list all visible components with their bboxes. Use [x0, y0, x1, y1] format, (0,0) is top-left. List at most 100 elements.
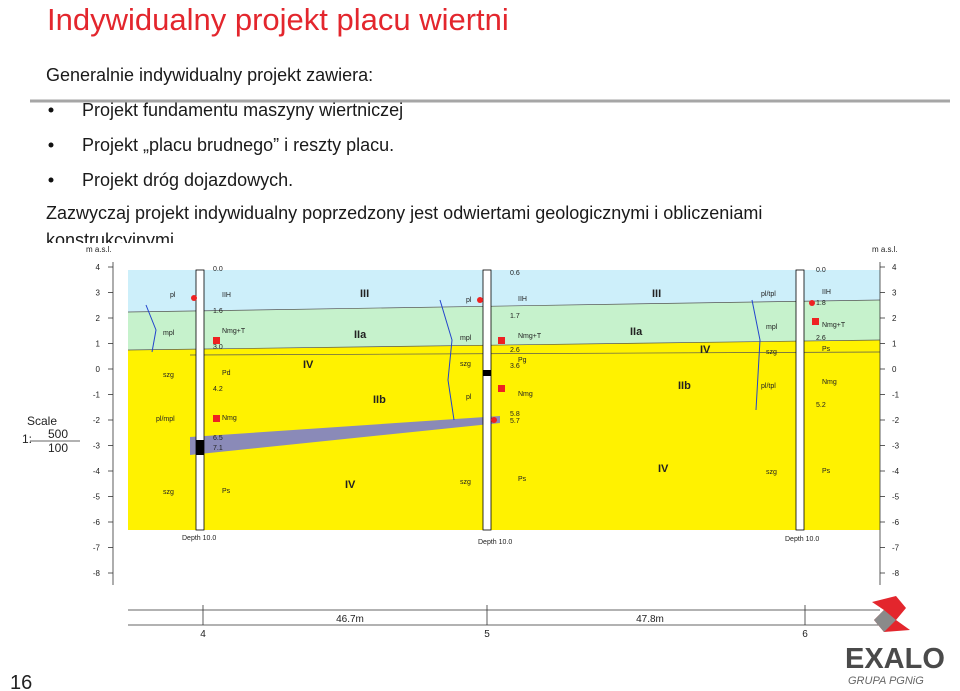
- bullet-dot: [48, 107, 54, 113]
- logo-group: GRUPA PGNiG: [848, 675, 924, 687]
- logo: EXALO GRUPA PGNiG: [845, 596, 945, 687]
- axis-label: m a.s.l.: [872, 245, 898, 254]
- tick-label: 1: [96, 340, 101, 349]
- borehole: [482, 269, 492, 531]
- layer-label: IV: [700, 344, 711, 356]
- tick-label: 2: [96, 314, 101, 323]
- tick-label: 0: [96, 365, 101, 374]
- soil-label: szg: [163, 489, 174, 496]
- borehole: [195, 269, 205, 531]
- bullet: Projekt fundamentu maszyny wiertniczej: [82, 100, 403, 120]
- tick-label: -7: [892, 544, 900, 553]
- soil-label: pl/mpl: [156, 416, 175, 423]
- soil-label: 4.2: [213, 386, 223, 393]
- soil-label: 0.0: [213, 266, 223, 273]
- soil-label: Pd: [222, 370, 231, 377]
- soil-label: mpl: [460, 335, 472, 342]
- probe-line: [145, 304, 157, 353]
- layer-label: III: [652, 288, 661, 300]
- tick-label: -1: [93, 391, 101, 400]
- soil-label: pl/tpl: [761, 383, 776, 390]
- soil-label: Pg: [518, 357, 527, 364]
- soil-label: IIH: [822, 289, 831, 296]
- tick-label: -6: [892, 518, 900, 527]
- sample: [809, 300, 815, 306]
- tick-label: -4: [93, 467, 101, 476]
- soil-label: Nmg: [822, 379, 837, 386]
- soil-label: mpl: [766, 324, 778, 331]
- distance-label: 46.7m: [336, 614, 364, 625]
- borehole: [795, 269, 805, 531]
- soil-label: szg: [460, 479, 471, 486]
- bullet: Projekt dróg dojazdowych.: [82, 170, 293, 190]
- soil-label: mpl: [163, 330, 175, 337]
- cross-section: m a.s.l. m a.s.l.4 43 32 21 10 0-1 -1-2 -2-3 -3-4…: [0, 243, 905, 643]
- soil-label: 2.6: [510, 347, 520, 354]
- soil-label: 0.0: [816, 267, 826, 274]
- layer-fill: [128, 340, 880, 530]
- soil-label: Depth 10.0: [478, 539, 512, 546]
- soil-label: Nmg: [222, 415, 237, 422]
- tick-label: 4: [892, 263, 897, 272]
- borehole-fill: [483, 370, 491, 376]
- soil-label: 2.6: [816, 335, 826, 342]
- soil-label: pl: [466, 297, 472, 304]
- layer-fill: [128, 270, 880, 312]
- sample: [498, 385, 505, 392]
- sample: [213, 337, 220, 344]
- soil-label: 3.6: [510, 363, 520, 370]
- paragraph: Zazwyczaj projekt indywidualny poprzedzo…: [46, 203, 762, 223]
- soil-label: 5.2: [816, 402, 826, 409]
- tick-label: -2: [93, 416, 101, 425]
- bullet-dot: [48, 177, 54, 183]
- soil-label: 3.0: [213, 344, 223, 351]
- soil-label: IIH: [518, 296, 527, 303]
- bullet: Projekt „placu brudnego” i reszty placu.: [82, 135, 394, 155]
- layer-fill: [128, 300, 880, 350]
- layer-boundary: [127, 339, 881, 351]
- probe-line: [751, 299, 761, 411]
- layer-fill: [190, 416, 500, 455]
- tick-label: 0: [892, 365, 897, 374]
- scale-den: 100: [48, 441, 68, 455]
- soil-label: pl/tpl: [761, 291, 776, 298]
- logo-name: EXALO: [845, 643, 945, 675]
- scale-prefix: 1:: [22, 432, 32, 446]
- tick-label: -1: [892, 391, 900, 400]
- borehole-number: 5: [484, 629, 490, 640]
- page-number: 16: [10, 672, 32, 691]
- soil-label: Ps: [222, 488, 231, 495]
- layer-label: III: [360, 288, 369, 300]
- soil-label: Depth 10.0: [785, 536, 819, 543]
- soil-label: Nmg: [518, 391, 533, 398]
- layer-label: IV: [303, 359, 314, 371]
- soil-label: szg: [766, 349, 777, 356]
- borehole-number: 4: [200, 629, 206, 640]
- borehole-fill: [196, 440, 204, 455]
- scale-label: Scale: [27, 414, 57, 428]
- soil-label: Depth 10.0: [182, 535, 216, 542]
- layer-label: IV: [658, 463, 669, 475]
- tick-label: -4: [892, 467, 900, 476]
- soil-label: 1.7: [510, 313, 520, 320]
- tick-label: 3: [96, 289, 101, 298]
- layer-label: IIa: [354, 329, 367, 341]
- tick-label: -8: [892, 569, 900, 578]
- soil-label: pl: [170, 292, 176, 299]
- sample: [491, 417, 497, 423]
- logo-mark: [874, 610, 896, 632]
- sample: [191, 295, 197, 301]
- tick-label: -7: [93, 544, 101, 553]
- tick-label: 2: [892, 314, 897, 323]
- bullet-dot: [48, 142, 54, 148]
- tick-label: -5: [93, 493, 101, 502]
- tick-label: -6: [93, 518, 101, 527]
- soil-label: 5.7: [510, 418, 520, 425]
- soil-label: IIH: [222, 292, 231, 299]
- intro: Generalnie indywidualny projekt zawiera:: [46, 65, 373, 85]
- distance-label: 47.8m: [636, 614, 664, 625]
- soil-label: 7.1: [213, 445, 223, 452]
- scale-num: 500: [48, 427, 68, 441]
- soil-label: 0.6: [510, 270, 520, 277]
